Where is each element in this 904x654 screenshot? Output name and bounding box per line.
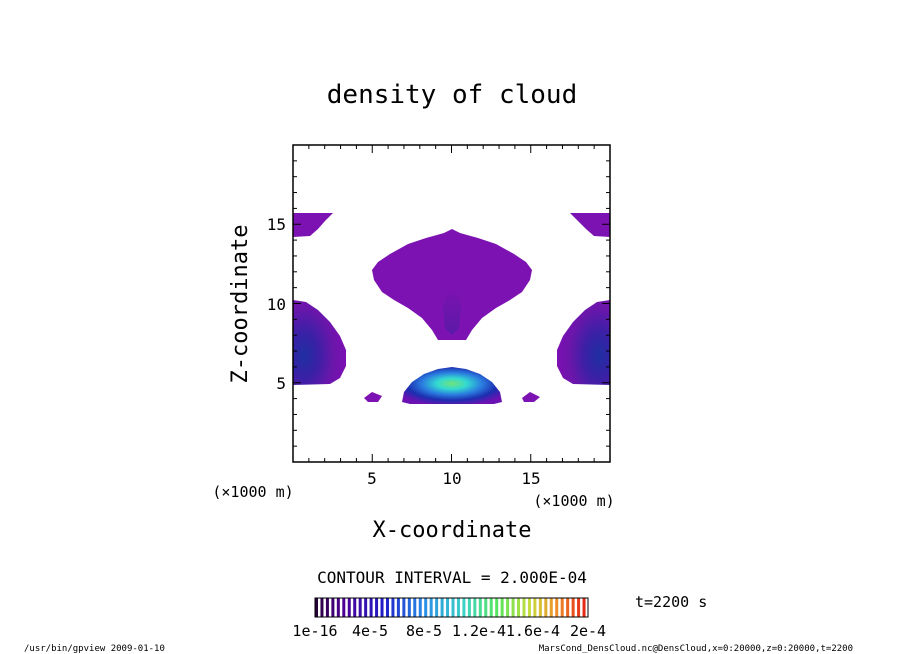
- colorbar-swatch: [538, 598, 542, 617]
- colorbar-swatch: [358, 598, 362, 617]
- time-label: t=2200 s: [635, 593, 707, 611]
- colorbar-swatch: [544, 598, 548, 617]
- colorbar: [315, 598, 586, 617]
- colorbar-tick-label: 1e-16: [292, 622, 337, 640]
- colorbar-frame: [314, 597, 589, 618]
- colorbar-swatch: [495, 598, 499, 617]
- region-lower-dot-right: [522, 392, 540, 402]
- footer-left: /usr/bin/gpview 2009-01-10: [24, 644, 165, 654]
- colorbar-swatch: [413, 598, 417, 617]
- colorbar-tick-label: 4e-5: [352, 622, 388, 640]
- region-right-cloud: [557, 300, 610, 385]
- axis-ticks: [293, 145, 610, 462]
- colorbar-swatch: [435, 598, 439, 617]
- colorbar-swatch: [407, 598, 411, 617]
- region-upper-cloud: [372, 229, 532, 340]
- colorbar-swatch: [353, 598, 357, 617]
- colorbar-swatch: [342, 598, 346, 617]
- colorbar-tick-labels: 1e-16 4e-5 8e-5 1.2e-4 1.6e-4 2e-4: [292, 622, 606, 640]
- colorbar-swatch: [500, 598, 504, 617]
- colorbar-swatch: [418, 598, 422, 617]
- colorbar-tick-label: 8e-5: [406, 622, 442, 640]
- colorbar-tick-label: 1.6e-4: [506, 622, 560, 640]
- colorbar-swatch: [380, 598, 384, 617]
- colorbar-swatch: [571, 598, 575, 617]
- colorbar-swatch: [315, 598, 319, 617]
- y-tick-label: 5: [276, 374, 286, 393]
- colorbar-swatch: [391, 598, 395, 617]
- colorbar-swatch: [369, 598, 373, 617]
- colorbar-swatch: [566, 598, 570, 617]
- colorbar-swatch: [527, 598, 531, 617]
- colorbar-swatch: [489, 598, 493, 617]
- x-tick-label: 10: [442, 469, 461, 488]
- colorbar-swatch: [396, 598, 400, 617]
- colorbar-swatch: [446, 598, 450, 617]
- colorbar-swatch: [484, 598, 488, 617]
- contour-interval-label: CONTOUR INTERVAL = 2.000E-04: [317, 568, 587, 587]
- colorbar-swatch: [456, 598, 460, 617]
- colorbar-swatch: [331, 598, 335, 617]
- colorbar-swatch: [429, 598, 433, 617]
- colorbar-swatch: [385, 598, 389, 617]
- colorbar-tick-label: 2e-4: [570, 622, 606, 640]
- colorbar-swatch: [347, 598, 351, 617]
- x-tick-label: 15: [521, 469, 540, 488]
- y-tick-label: 10: [267, 295, 286, 314]
- colorbar-swatch: [506, 598, 510, 617]
- colorbar-swatch: [517, 598, 521, 617]
- colorbar-tick-label: 1.2e-4: [452, 622, 506, 640]
- colorbar-swatch: [555, 598, 559, 617]
- colorbar-swatch: [451, 598, 455, 617]
- y-tick-label: 15: [267, 215, 286, 234]
- colorbar-swatch: [424, 598, 428, 617]
- colorbar-swatch: [511, 598, 515, 617]
- x-axis-label: X-coordinate: [373, 518, 532, 543]
- region-top-left: [293, 213, 333, 237]
- x-tick-labels: 5 10 15: [367, 469, 540, 488]
- plot-area: [293, 213, 610, 404]
- colorbar-swatch: [577, 598, 581, 617]
- y-axis-label: Z-coordinate: [228, 225, 253, 384]
- colorbar-swatch: [533, 598, 537, 617]
- y-unit-label: (×1000 m): [212, 483, 293, 501]
- colorbar-swatch: [560, 598, 564, 617]
- colorbar-swatch: [467, 598, 471, 617]
- footer-right: MarsCond_DensCloud.nc@DensCloud,x=0:2000…: [539, 644, 853, 654]
- x-unit-label: (×1000 m): [533, 492, 614, 510]
- colorbar-swatch: [582, 598, 586, 617]
- colorbar-swatch: [320, 598, 324, 617]
- region-lower-core: [402, 367, 502, 404]
- chart-title: density of cloud: [327, 80, 577, 110]
- colorbar-swatch: [402, 598, 406, 617]
- region-top-right: [570, 213, 610, 237]
- colorbar-swatch: [549, 598, 553, 617]
- colorbar-swatch: [462, 598, 466, 617]
- x-tick-label: 5: [367, 469, 377, 488]
- colorbar-swatch: [364, 598, 368, 617]
- region-lower-dot-left: [364, 392, 382, 402]
- region-upper-stem: [443, 292, 461, 335]
- colorbar-swatch: [478, 598, 482, 617]
- colorbar-swatch: [473, 598, 477, 617]
- colorbar-swatch: [325, 598, 329, 617]
- colorbar-swatch: [440, 598, 444, 617]
- region-left-cloud: [293, 300, 346, 385]
- colorbar-swatch: [336, 598, 340, 617]
- y-tick-labels: 5 10 15: [267, 215, 286, 393]
- colorbar-swatch: [375, 598, 379, 617]
- colorbar-swatch: [522, 598, 526, 617]
